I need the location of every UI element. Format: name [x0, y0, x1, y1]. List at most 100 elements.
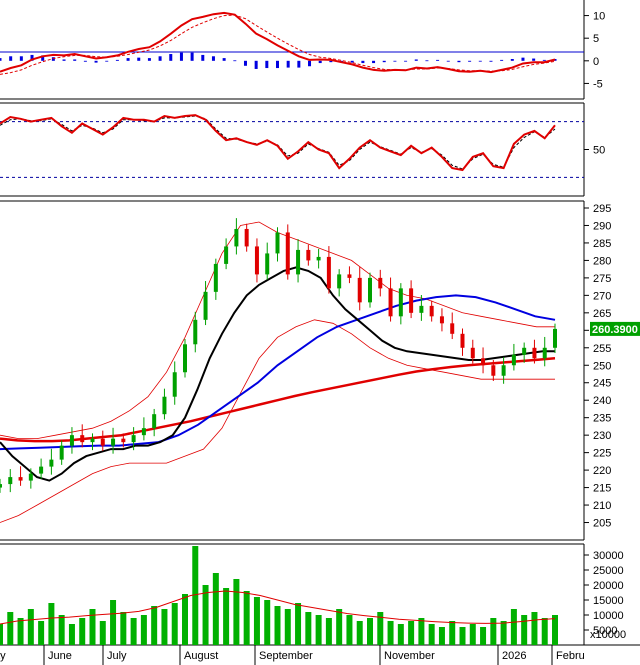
macd-signal-line [0, 14, 556, 75]
volume-bar [449, 621, 456, 645]
macd-histogram-bar [41, 55, 45, 61]
volume-bar [27, 609, 34, 645]
volume-bar [490, 618, 497, 645]
volume-bar [408, 621, 415, 645]
volume-bar [0, 624, 3, 645]
price-tick-label: 240 [593, 395, 611, 407]
volume-bar [367, 618, 373, 645]
candle-body [234, 228, 239, 247]
macd-histogram-bar [468, 60, 472, 62]
volume-bar [469, 624, 476, 645]
macd-histogram-bar [446, 60, 450, 62]
volume-unit-label: x10000 [590, 629, 626, 641]
macd-histogram-bar [500, 59, 504, 61]
x-axis-month-label: Febru [556, 650, 585, 662]
candle-body [347, 274, 352, 278]
candle-body [316, 256, 321, 261]
candle-body [326, 256, 331, 289]
price-tick-label: 250 [593, 360, 611, 372]
rsi-lines [0, 114, 556, 172]
candle-body [522, 347, 527, 355]
macd-histogram-bar [489, 60, 493, 62]
volume-tick-label: 10000 [593, 610, 624, 622]
price-tick-label: 205 [593, 518, 611, 530]
x-axis-month-label: 2026 [502, 650, 526, 662]
volume-bar [110, 600, 117, 645]
price-tick-label: 235 [593, 413, 611, 425]
macd-histogram-bar [436, 59, 440, 61]
candle-body [439, 316, 444, 324]
macd-histogram-bar [521, 57, 525, 61]
macd-histogram-bar [190, 52, 194, 61]
volume-tick-label: 25000 [593, 565, 624, 577]
volume-bar [192, 546, 199, 645]
price-tick-label: 225 [593, 448, 611, 460]
macd-tick-label: -5 [593, 78, 603, 90]
x-axis-month-label: September [259, 650, 313, 662]
macd-histogram-bar [542, 59, 546, 61]
volume-bar [356, 621, 363, 645]
x-axis-month-label: June [48, 650, 72, 662]
volume-tick-label: 15000 [593, 595, 624, 607]
candle-body [80, 435, 85, 443]
volume-y-ticks: 30000 25000 20000 15000 10000 5000 [584, 550, 624, 637]
price-tick-label: 290 [593, 220, 611, 232]
volume-bar [7, 612, 14, 645]
candle-body [357, 277, 362, 303]
macd-histogram-bar [297, 60, 301, 68]
macd-histogram-bar [0, 58, 2, 61]
candle-body [511, 354, 516, 366]
candle-body [141, 428, 146, 436]
candle-body [296, 249, 301, 275]
macd-histogram-bar [147, 58, 151, 61]
candle-body [224, 246, 229, 264]
x-axis: ay June July August September November 2026 Feb… [0, 645, 585, 665]
volume-bar [397, 624, 404, 645]
volume-bar [223, 588, 230, 645]
macd-histogram-bar [404, 60, 408, 62]
macd-tick-label: 0 [593, 56, 599, 68]
candle-body [131, 435, 136, 443]
candle-body [542, 347, 547, 359]
candle-body [429, 305, 434, 317]
macd-histogram-bar [233, 60, 237, 62]
x-axis-month-label: ay [0, 650, 6, 662]
macd-tick-label: 5 [593, 33, 599, 45]
volume-bar [521, 615, 528, 645]
candle-body [398, 288, 403, 317]
volume-bar [17, 618, 24, 645]
candle-body [254, 246, 259, 275]
volume-bar [336, 609, 343, 645]
volume-bar [552, 615, 558, 645]
rsi-panel: 50 [0, 102, 605, 197]
candle-body [481, 358, 486, 366]
ma-black-line [0, 266, 555, 482]
macd-histogram-bar [169, 54, 173, 61]
volume-bar [89, 609, 96, 645]
volume-bar [212, 573, 219, 645]
candle-body [0, 484, 2, 488]
candle-body [491, 365, 496, 376]
candle-body [49, 459, 54, 467]
macd-histogram-bar [201, 54, 205, 61]
macd-histogram-bar [126, 58, 130, 61]
volume-bar [387, 621, 394, 645]
macd-histogram-bar [137, 57, 141, 61]
volume-bar [459, 627, 466, 645]
macd-line [0, 11, 556, 74]
bollinger-lower-line [0, 319, 555, 523]
macd-histogram-bar [286, 60, 290, 68]
candle-body [18, 477, 23, 481]
macd-histogram-bar [62, 59, 66, 61]
last-price-tag: 260.3900 [590, 321, 640, 336]
candle-body [100, 438, 105, 446]
volume-bar [202, 585, 209, 645]
candle-body [59, 445, 64, 460]
macd-histogram-bar [30, 54, 34, 61]
macd-histogram-bar [361, 60, 365, 64]
price-candles [0, 218, 557, 493]
macd-histogram-bar [9, 56, 13, 61]
x-axis-month-label: November [384, 650, 435, 662]
candle-body [501, 365, 506, 376]
